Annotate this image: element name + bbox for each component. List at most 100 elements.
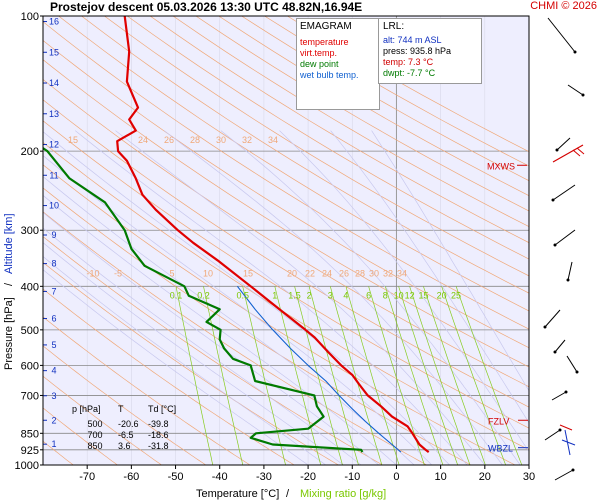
altitude-tick-label: 8	[51, 259, 56, 269]
mixing-ratio-line	[409, 286, 471, 465]
dry-adiabat-line	[149, 16, 529, 244]
dry-adiabat-line	[43, 142, 529, 451]
altitude-tick-label: 1	[51, 439, 56, 449]
mixing-ratio-label: 15	[418, 290, 428, 300]
moist-adiabat-line	[330, 130, 529, 424]
dry-adiabat-line	[43, 407, 118, 465]
legend-item-temperature: temperature	[300, 37, 349, 47]
dry-adiabat-label: 10	[203, 268, 213, 278]
moist-adiabat-line	[43, 242, 344, 465]
dry-adiabat-label: -10	[86, 268, 99, 278]
wind-barb-shaft	[544, 309, 561, 328]
altitude-tick-label: 6	[51, 314, 56, 324]
wind-barb-shaft	[561, 439, 576, 446]
lrl-pressure: press: 935.8 hPa	[383, 46, 452, 56]
legend-box: EMAGRAM temperature virt.temp. dew point…	[296, 18, 380, 110]
dry-adiabat-line	[172, 16, 529, 228]
moist-adiabat-line	[43, 194, 397, 465]
dry-adiabat-label: 28	[355, 268, 365, 278]
x-axis-label-separator: /	[286, 488, 290, 500]
mixing-ratio-line	[384, 286, 444, 465]
wind-barb-dot	[581, 93, 585, 97]
dry-adiabat-line	[43, 261, 339, 465]
levels-cell: 3.6	[118, 441, 131, 451]
dry-adiabat-line	[43, 345, 206, 465]
dry-adiabat-label: 26	[164, 135, 174, 145]
mixing-ratio-label: 4	[343, 290, 348, 300]
y-axis-label-pressure: Pressure [hPa]	[3, 297, 15, 370]
mixing-ratio-label: 1.5	[288, 290, 301, 300]
mixing-ratio-label: 3	[328, 290, 333, 300]
altitude-tick-label: 5	[51, 340, 56, 350]
mixing-ratio-label: 0.2	[197, 290, 210, 300]
dry-adiabat-line	[43, 164, 516, 465]
dry-adiabat-line	[126, 16, 529, 260]
wind-barb-dot	[555, 148, 559, 152]
dry-adiabat-line	[104, 16, 529, 277]
moist-adiabat-line	[43, 255, 327, 465]
dry-adiabat-label: 24	[322, 268, 332, 278]
dry-adiabat-label: 24	[138, 135, 148, 145]
legend-item-virt-temp: virt.temp.	[300, 48, 338, 58]
y-tick-label: 400	[21, 281, 39, 293]
moist-adiabat-line	[371, 130, 529, 392]
dry-adiabat-line	[43, 288, 295, 465]
series-wet-bulb-temp	[236, 285, 402, 453]
wind-barb-shaft	[552, 144, 584, 163]
dry-adiabat-line	[195, 16, 529, 212]
mixing-ratio-label: 0.5	[236, 290, 249, 300]
altitude-tick-label: 12	[49, 140, 59, 150]
mixing-ratio-label: 8	[383, 290, 388, 300]
altitude-tick-label: 9	[51, 230, 56, 240]
mxws-marker: MXWS	[487, 161, 515, 171]
wind-barb-shaft	[564, 429, 571, 456]
wind-barb-shaft	[547, 17, 576, 53]
mixing-ratio-line	[368, 286, 425, 465]
dry-adiabat-line	[43, 236, 383, 465]
moist-adiabat-line	[43, 269, 309, 465]
levels-cell: 850	[87, 441, 103, 451]
x-tick-label: 20	[479, 471, 491, 483]
levels-cell: -31.8	[148, 441, 169, 451]
mixing-ratio-label: 2	[307, 290, 312, 300]
wind-barb-shaft	[567, 84, 584, 96]
dry-adiabat-label: 30	[369, 268, 379, 278]
x-tick-label: -60	[123, 471, 139, 483]
y-tick-label: 850	[21, 428, 39, 440]
dry-adiabat-line	[218, 16, 529, 197]
lrl-title: LRL:	[383, 21, 405, 32]
wbzl-marker: WBZL	[488, 444, 513, 454]
legend-item-dew-point: dew point	[300, 59, 339, 69]
levels-cell: 500	[87, 419, 103, 429]
wind-barb-dot	[573, 50, 577, 54]
mixing-ratio-line	[423, 286, 486, 465]
altitude-tick-label: 3	[51, 391, 56, 401]
dry-adiabat-label: 34	[268, 135, 278, 145]
y-tick-label: 300	[21, 225, 39, 237]
wind-barb-dot	[566, 278, 570, 282]
x-tick-label: 30	[523, 471, 535, 483]
dry-adiabat-label: 15	[68, 135, 78, 145]
wind-barb-dot	[543, 325, 547, 329]
dry-adiabat-label: 32	[242, 135, 252, 145]
y-tick-label: 500	[21, 325, 39, 337]
altitude-tick-label: 15	[49, 47, 59, 57]
y-tick-label: 700	[21, 390, 39, 402]
levels-cell: -6.5	[118, 430, 134, 440]
altitude-tick-label: 11	[49, 170, 58, 180]
moist-adiabat-line	[115, 130, 486, 465]
dry-adiabat-line	[81, 16, 529, 294]
x-axis-label-temperature: Temperature [°C]	[196, 488, 279, 500]
dry-adiabat-label: 22	[305, 268, 315, 278]
mixing-ratio-label: 12	[405, 290, 415, 300]
x-tick-label: 0	[393, 471, 399, 483]
dry-adiabat-line	[58, 16, 529, 312]
x-tick-label: 10	[435, 471, 447, 483]
mixing-ratio-label: 25	[451, 290, 461, 300]
dry-adiabat-line	[43, 211, 427, 465]
dry-adiabat-label: 26	[339, 268, 349, 278]
y-tick-label: 600	[21, 360, 39, 372]
lrl-temperature: temp: 7.3 °C	[383, 57, 434, 67]
mixing-ratio-label: 1	[272, 290, 277, 300]
moist-adiabat-line	[74, 130, 468, 465]
